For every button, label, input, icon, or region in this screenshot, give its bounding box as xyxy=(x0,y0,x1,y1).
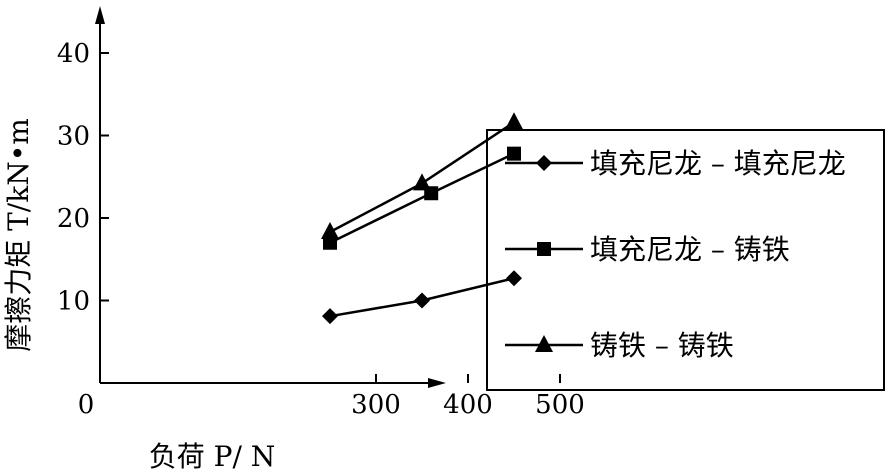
data-point xyxy=(322,308,338,325)
y-tick-label: 20 xyxy=(57,204,90,234)
data-point xyxy=(505,112,523,130)
data-point xyxy=(413,173,431,191)
data-point xyxy=(321,222,339,240)
y-tick-label: 10 xyxy=(57,287,90,317)
y-axis-title: 摩擦力矩 T/kN•m xyxy=(2,118,35,352)
x-tick-label: 400 xyxy=(443,390,493,420)
legend-label: 填充尼龙 – 铸铁 xyxy=(590,233,790,266)
x-axis-arrow xyxy=(428,378,446,388)
legend-label: 填充尼龙 – 填充尼龙 xyxy=(590,147,846,180)
legend-item-1: 填充尼龙 – 填充尼龙 xyxy=(505,147,846,180)
legend-item-3: 铸铁 – 铸铁 xyxy=(505,329,734,362)
legend-label: 铸铁 – 铸铁 xyxy=(590,329,734,362)
x-tick-label: 500 xyxy=(535,390,585,420)
series-2 xyxy=(323,146,521,250)
data-point xyxy=(414,292,430,309)
legend-marker xyxy=(537,242,551,256)
data-point xyxy=(506,270,522,287)
y-tick-label: 30 xyxy=(57,122,90,152)
legend-item-2: 填充尼龙 – 铸铁 xyxy=(505,233,790,266)
y-tick-label: 40 xyxy=(57,39,90,69)
x-axis-title: 负荷 P/ N xyxy=(149,440,276,473)
legend-marker xyxy=(535,335,553,352)
series-layer xyxy=(321,112,523,325)
data-point xyxy=(507,146,521,161)
y-axis-arrow xyxy=(95,6,105,24)
axes xyxy=(95,6,446,388)
series-1 xyxy=(322,270,522,325)
legend-box xyxy=(486,129,885,391)
legend-marker xyxy=(536,155,552,171)
series-3 xyxy=(321,112,523,240)
data-point xyxy=(323,235,337,250)
x-tick-label: 300 xyxy=(351,390,401,420)
x-tick-label: 0 xyxy=(78,390,95,420)
